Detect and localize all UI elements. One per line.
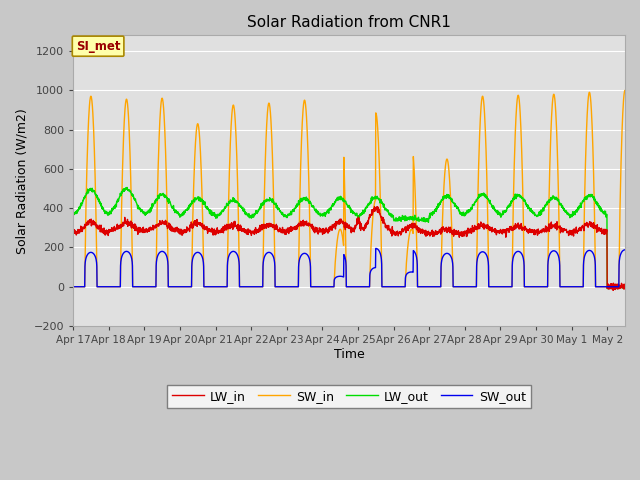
SW_out — [372, 246, 380, 252]
LW_out — [415, 216, 422, 222]
LW_in — [373, 204, 381, 210]
LW_in — [602, 231, 609, 237]
Y-axis label: Solar Radiation (W/m2): Solar Radiation (W/m2) — [15, 108, 28, 253]
Line: LW_out: LW_out — [73, 188, 625, 289]
Line: LW_in: LW_in — [73, 207, 625, 290]
LW_out — [432, 208, 440, 214]
SW_out — [536, 284, 544, 289]
LW_in — [621, 282, 628, 288]
LW_out — [102, 209, 109, 215]
LW_out — [353, 212, 360, 217]
SW_in — [69, 284, 77, 289]
LW_in — [352, 223, 360, 228]
LW_in — [415, 225, 422, 230]
LW_out — [602, 212, 609, 217]
LW_out — [69, 213, 77, 218]
SW_in — [602, 284, 609, 289]
SW_in — [621, 88, 628, 94]
SW_out — [621, 247, 628, 252]
LW_out — [621, 285, 628, 290]
SW_out — [69, 284, 77, 289]
SW_out — [352, 284, 360, 289]
Text: SI_met: SI_met — [76, 40, 120, 53]
LW_out — [536, 210, 544, 216]
SW_out — [102, 284, 109, 289]
SW_in — [431, 284, 439, 289]
LW_in — [536, 228, 544, 234]
Line: SW_in: SW_in — [73, 91, 625, 287]
SW_in — [102, 284, 109, 289]
Legend: LW_in, SW_in, LW_out, SW_out: LW_in, SW_in, LW_out, SW_out — [168, 384, 531, 408]
LW_in — [102, 228, 109, 234]
LW_in — [432, 228, 440, 233]
SW_out — [602, 284, 609, 289]
Line: SW_out: SW_out — [73, 249, 625, 287]
LW_in — [69, 229, 77, 235]
SW_out — [415, 284, 422, 289]
SW_in — [536, 284, 544, 289]
SW_out — [432, 284, 440, 289]
X-axis label: Time: Time — [333, 348, 364, 361]
LW_in — [609, 288, 617, 293]
Title: Solar Radiation from CNR1: Solar Radiation from CNR1 — [247, 15, 451, 30]
SW_in — [415, 284, 422, 289]
SW_in — [352, 284, 360, 289]
LW_out — [123, 185, 131, 191]
LW_out — [604, 286, 611, 292]
